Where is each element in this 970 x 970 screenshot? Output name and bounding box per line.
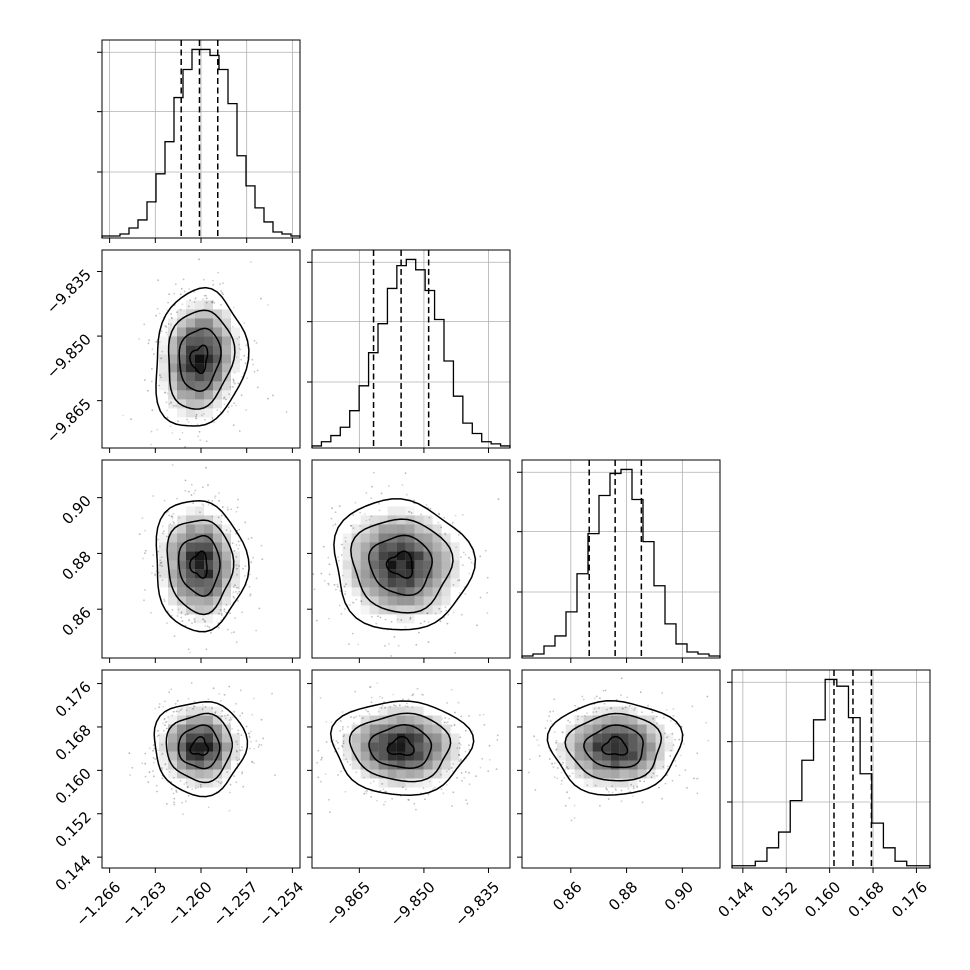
hist-panel-3 <box>727 669 931 873</box>
x-tick-label: 0.86 <box>549 878 585 914</box>
histogram-2 <box>521 468 721 658</box>
scatter-panel-3-0 <box>97 669 301 873</box>
x-tick-label: −1.260 <box>164 878 216 930</box>
contour-level-3 <box>385 550 414 579</box>
panel-frame <box>521 669 721 869</box>
histogram-0 <box>101 48 301 238</box>
contour-level-3 <box>386 735 415 756</box>
x-tick-label: 0.88 <box>605 878 641 914</box>
x-tick-label: 0.168 <box>845 878 888 921</box>
panel-frame <box>311 459 511 659</box>
scatter-panel-3-1 <box>307 669 511 873</box>
x-tick-label: −1.254 <box>255 878 307 930</box>
contour-level-1 <box>166 519 235 616</box>
y-tick-label: −9.850 <box>43 330 95 382</box>
x-tick-label: −9.835 <box>451 878 503 930</box>
y-tick-label: 0.176 <box>52 678 95 721</box>
scatter-panel-2-0 <box>97 459 301 663</box>
scatter-panel-1-0 <box>97 249 301 453</box>
y-tick-label: 0.160 <box>52 765 95 808</box>
contour-level-0 <box>155 286 250 427</box>
contour-level-0 <box>333 498 477 631</box>
y-tick-label: 0.152 <box>52 808 95 851</box>
scatter-points <box>312 471 500 657</box>
contour-level-2 <box>177 724 221 770</box>
x-tick-label: −1.266 <box>72 878 124 930</box>
y-tick-label: 0.144 <box>52 851 95 894</box>
contour-level-3 <box>189 736 210 756</box>
contour-level-2 <box>177 535 221 597</box>
contour-level-2 <box>368 724 433 769</box>
contour-level-3 <box>189 550 208 579</box>
contour-level-0 <box>155 500 250 633</box>
contour-level-2 <box>178 327 222 393</box>
contour-level-0 <box>329 700 475 796</box>
density-cells <box>159 706 240 788</box>
contour-level-1 <box>564 712 663 782</box>
contour-level-1 <box>350 518 454 614</box>
y-tick-label: 0.86 <box>58 603 94 639</box>
contour-level-1 <box>348 712 452 783</box>
y-tick-label: 0.90 <box>58 492 94 528</box>
x-tick-label: −9.865 <box>322 878 374 930</box>
histogram-1 <box>311 258 511 448</box>
panel-frame <box>311 669 511 869</box>
y-tick-label: −9.835 <box>43 266 95 318</box>
y-tick-label: 0.168 <box>52 721 95 764</box>
contour-level-2 <box>583 724 644 769</box>
density-cells <box>342 506 460 624</box>
density-cells <box>556 706 674 788</box>
x-tick-label: 0.144 <box>714 878 757 921</box>
panel-frame <box>311 249 511 449</box>
contour-level-3 <box>601 735 629 756</box>
contour-level-2 <box>368 534 433 597</box>
hist-panel-0 <box>97 39 301 243</box>
y-tick-label: 0.88 <box>58 548 94 584</box>
scatter-points <box>528 677 710 822</box>
hist-panel-2 <box>517 459 721 663</box>
contour-level-0 <box>546 700 684 796</box>
x-tick-label: 0.90 <box>661 878 697 914</box>
contour-level-0 <box>153 700 249 798</box>
scatter-panel-2-1 <box>307 459 511 663</box>
x-tick-label: 0.176 <box>888 878 931 921</box>
x-tick-label: −9.850 <box>387 878 439 930</box>
contour-level-3 <box>189 344 209 375</box>
hist-panel-1 <box>307 249 511 453</box>
panel-frame <box>731 669 931 869</box>
scatter-points <box>138 460 264 654</box>
contour-level-1 <box>167 309 236 410</box>
x-tick-label: 0.160 <box>801 878 844 921</box>
x-tick-label: −1.263 <box>118 878 170 930</box>
contour-level-1 <box>165 712 233 784</box>
x-tick-label: −1.257 <box>209 878 261 930</box>
x-tick-label: 0.152 <box>758 878 801 921</box>
y-tick-label: −9.865 <box>43 395 95 447</box>
histogram-3 <box>731 678 931 868</box>
scatter-panel-3-2 <box>517 669 721 873</box>
panel-frame <box>521 459 721 659</box>
